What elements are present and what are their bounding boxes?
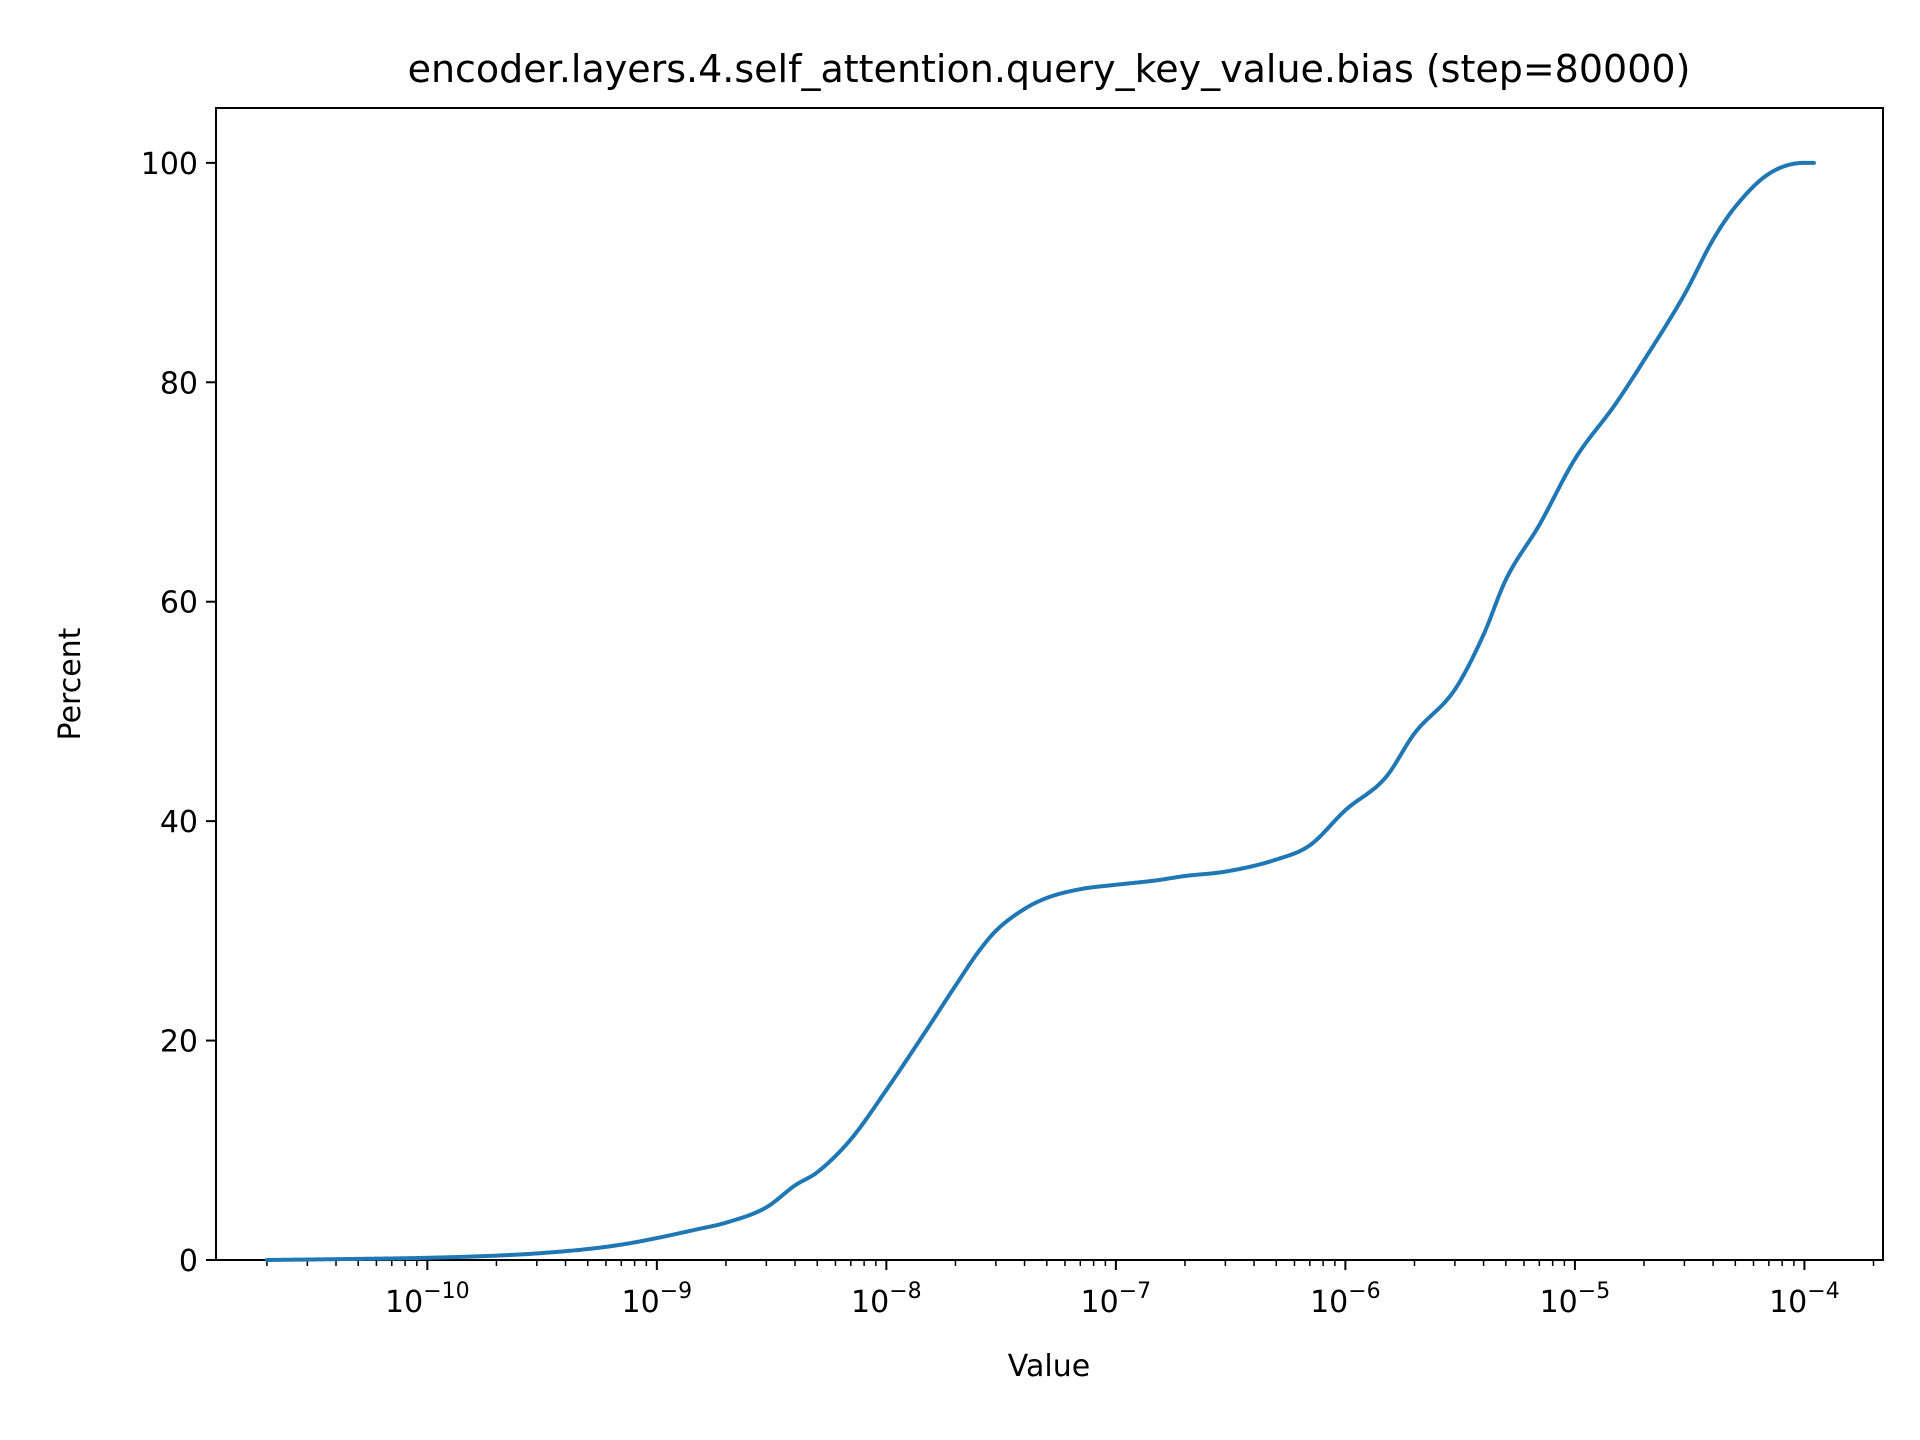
x-tick-exponent: −10 [423,1279,469,1304]
x-tick-exponent: −7 [1119,1279,1151,1304]
x-axis: 10−10 10−9 10−8 10−7 10−6 10−5 10−4 [385,1260,1840,1320]
y-tick-label: 80 [160,366,198,401]
x-tick-label: 10−8 [851,1279,922,1320]
x-tick-base: 10 [1769,1285,1807,1320]
x-tick-label: 10−5 [1540,1279,1611,1320]
y-tick-label: 60 [160,586,198,621]
x-tick-base: 10 [385,1285,423,1320]
x-tick-label: 10−9 [622,1279,693,1320]
plot-area [215,107,1884,1261]
y-axis-label: Percent [53,627,88,740]
x-tick-label: 10−10 [385,1279,470,1320]
y-axis: 0 20 40 60 80 100 [141,147,216,1279]
x-tick-exponent: −6 [1348,1279,1380,1304]
x-tick-base: 10 [1540,1285,1578,1320]
y-tick-label: 0 [179,1244,198,1279]
x-tick-base: 10 [1310,1285,1348,1320]
x-tick-base: 10 [622,1285,660,1320]
y-tick-label: 100 [141,147,198,182]
x-tick-exponent: −8 [889,1279,921,1304]
x-tick-base: 10 [851,1285,889,1320]
x-minor-ticks [266,1260,1875,1266]
x-tick-exponent: −5 [1578,1279,1610,1304]
y-tick-label: 20 [160,1025,198,1060]
y-tick-label: 40 [160,805,198,840]
plot-frame [215,107,1884,1261]
x-tick-label: 10−4 [1769,1279,1840,1320]
chart-title: encoder.layers.4.self_attention.query_ke… [408,47,1691,91]
x-tick-base: 10 [1081,1285,1119,1320]
x-tick-exponent: −9 [660,1279,692,1304]
x-axis-label: Value [1008,1349,1090,1384]
x-tick-exponent: −4 [1807,1279,1839,1304]
x-tick-label: 10−7 [1081,1279,1152,1320]
series-line [264,160,1816,1262]
x-tick-label: 10−6 [1310,1279,1381,1320]
